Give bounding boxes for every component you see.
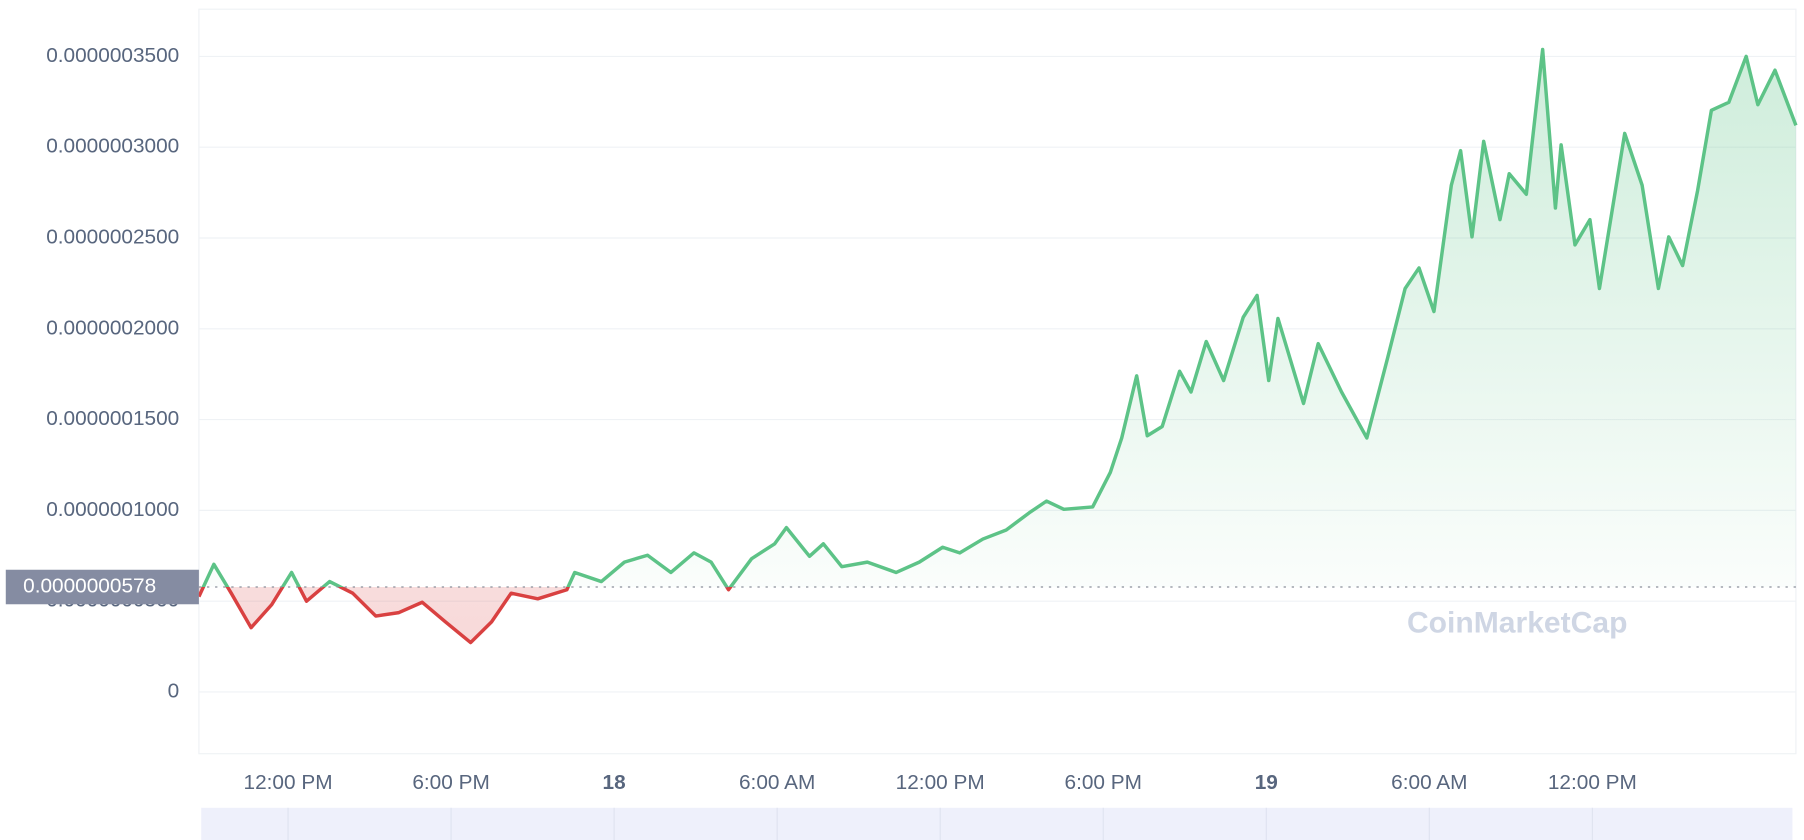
x-tick-label: 12:00 PM <box>244 771 333 794</box>
area-down <box>198 587 731 643</box>
x-tick-label: 6:00 PM <box>412 771 489 794</box>
marks <box>197 47 1798 645</box>
reference-label: 0.0000000578 <box>23 575 156 598</box>
y-tick-label: 0.0000001500 <box>46 407 179 430</box>
x-tick-label: 18 <box>603 771 626 794</box>
x-tick-label: 6:00 PM <box>1065 771 1142 794</box>
y-tick-label: 0.0000003500 <box>46 44 179 67</box>
x-tick-label: 6:00 AM <box>739 771 815 794</box>
y-tick-label: 0.0000001000 <box>46 498 179 521</box>
navigator <box>201 807 1793 840</box>
watermark: CoinMarketCap <box>1407 607 1627 640</box>
x-tick-label: 12:00 PM <box>896 771 985 794</box>
y-tick-label: 0.0000002000 <box>46 316 179 339</box>
x-tick-label: 6:00 AM <box>1391 771 1467 794</box>
price-line-down <box>197 587 733 645</box>
price-line-up <box>201 47 1798 588</box>
x-tick-label: 12:00 PM <box>1548 771 1637 794</box>
y-tick-label: 0.0000003000 <box>46 135 179 158</box>
area-up <box>198 49 1796 588</box>
y-tick-label: 0.0000002500 <box>46 226 179 249</box>
y-tick-label: 0 <box>168 679 180 702</box>
reference-box <box>5 569 199 605</box>
x-tick-label: 19 <box>1255 771 1278 794</box>
